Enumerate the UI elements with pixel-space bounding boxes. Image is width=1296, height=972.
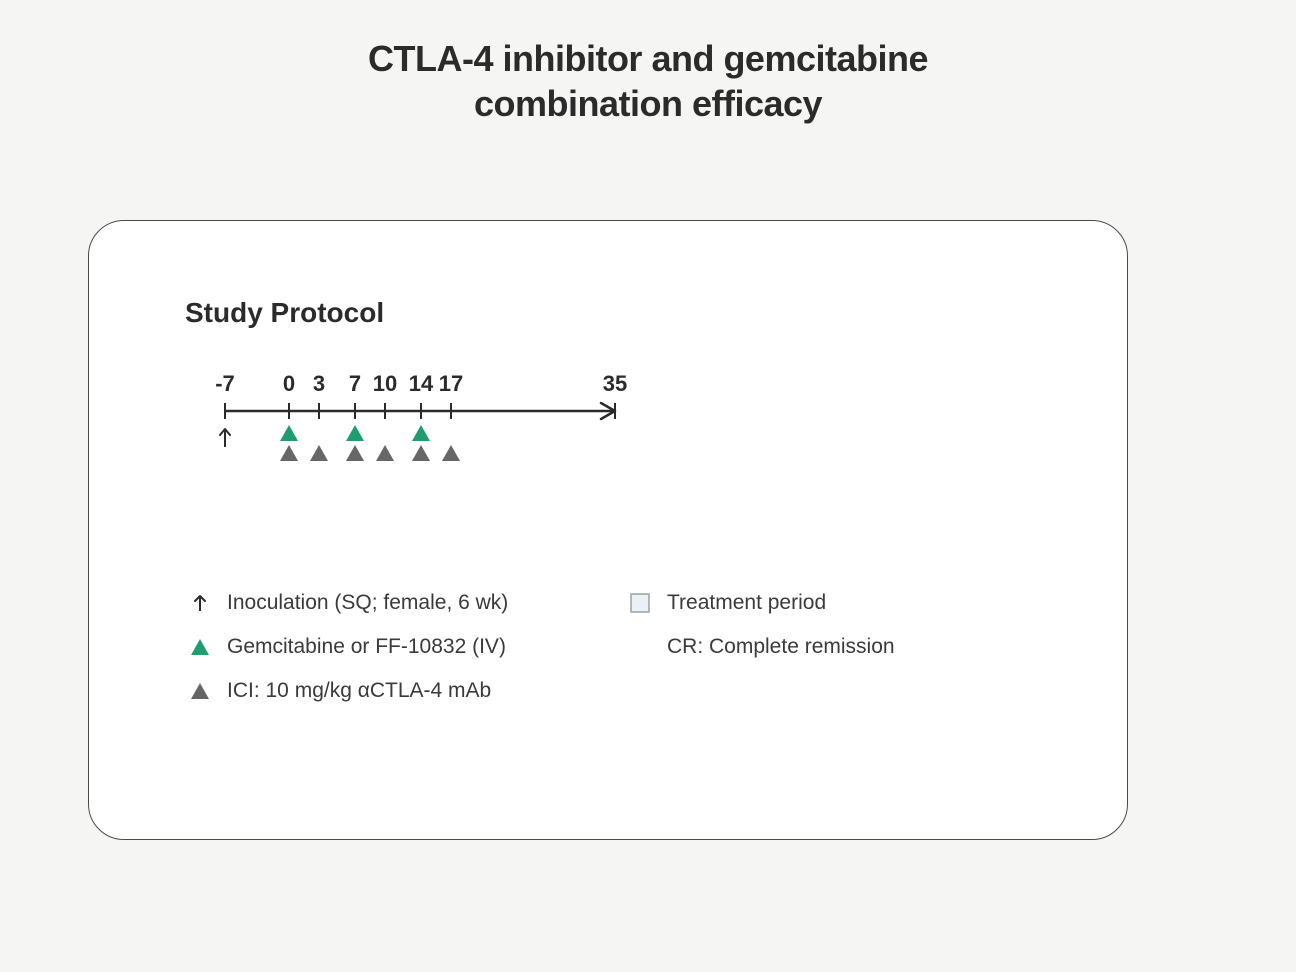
protocol-panel: Study Protocol -7 037 10 1417 35 Inoculation…: [88, 220, 1128, 840]
legend-spacer-icon: [630, 637, 650, 657]
gemcitabine-marker: [346, 425, 364, 441]
title-line-2: combination efficacy: [474, 83, 822, 124]
ici-marker: [442, 445, 460, 461]
axis-tick-label: 35: [603, 371, 627, 396]
legend-text: Gemcitabine or FF-10832 (IV): [227, 634, 506, 659]
green-triangle-icon: [191, 639, 209, 655]
legend-right: Treatment period: [625, 590, 826, 615]
axis-tick-label: 14: [409, 371, 434, 396]
protocol-title: Study Protocol: [185, 297, 384, 329]
legend-left: Inoculation (SQ; female, 6 wk): [185, 590, 625, 615]
legend-left: ICI: 10 mg/kg αCTLA-4 mAb: [185, 678, 625, 703]
ici-marker: [346, 445, 364, 461]
ici-marker: [310, 445, 328, 461]
title-line-1: CTLA-4 inhibitor and gemcitabine: [368, 38, 928, 79]
legend-text: CR: Complete remission: [667, 634, 895, 659]
axis-tick-label: 10: [373, 371, 397, 396]
up-arrow-icon: [192, 593, 208, 613]
ici-marker: [376, 445, 394, 461]
legend-row: Gemcitabine or FF-10832 (IV) CR: Complet…: [185, 625, 1065, 669]
ici-marker: [412, 445, 430, 461]
treatment-period-icon: [630, 593, 650, 613]
page-title: CTLA-4 inhibitor and gemcitabine combina…: [0, 36, 1296, 126]
ici-marker: [280, 445, 298, 461]
timeline: -7 037 10 1417 35: [185, 341, 665, 501]
legend-right: CR: Complete remission: [625, 634, 895, 659]
axis-tick-label: 17: [439, 371, 463, 396]
axis-tick-label: 3: [313, 371, 325, 396]
gray-triangle-icon: [191, 683, 209, 699]
gemcitabine-marker: [280, 425, 298, 441]
axis-tick-label: 7: [349, 371, 361, 396]
axis-tick-label: -7: [215, 371, 235, 396]
legend-text: Inoculation (SQ; female, 6 wk): [227, 590, 508, 615]
axis-tick-label: 0: [283, 371, 295, 396]
legend-text: Treatment period: [667, 590, 826, 615]
legend-row: Inoculation (SQ; female, 6 wk) Treatment…: [185, 581, 1065, 625]
legend: Inoculation (SQ; female, 6 wk) Treatment…: [185, 581, 1065, 713]
legend-left: Gemcitabine or FF-10832 (IV): [185, 634, 625, 659]
legend-row: ICI: 10 mg/kg αCTLA-4 mAb: [185, 669, 1065, 713]
gemcitabine-marker: [412, 425, 430, 441]
legend-text: ICI: 10 mg/kg αCTLA-4 mAb: [227, 678, 491, 703]
